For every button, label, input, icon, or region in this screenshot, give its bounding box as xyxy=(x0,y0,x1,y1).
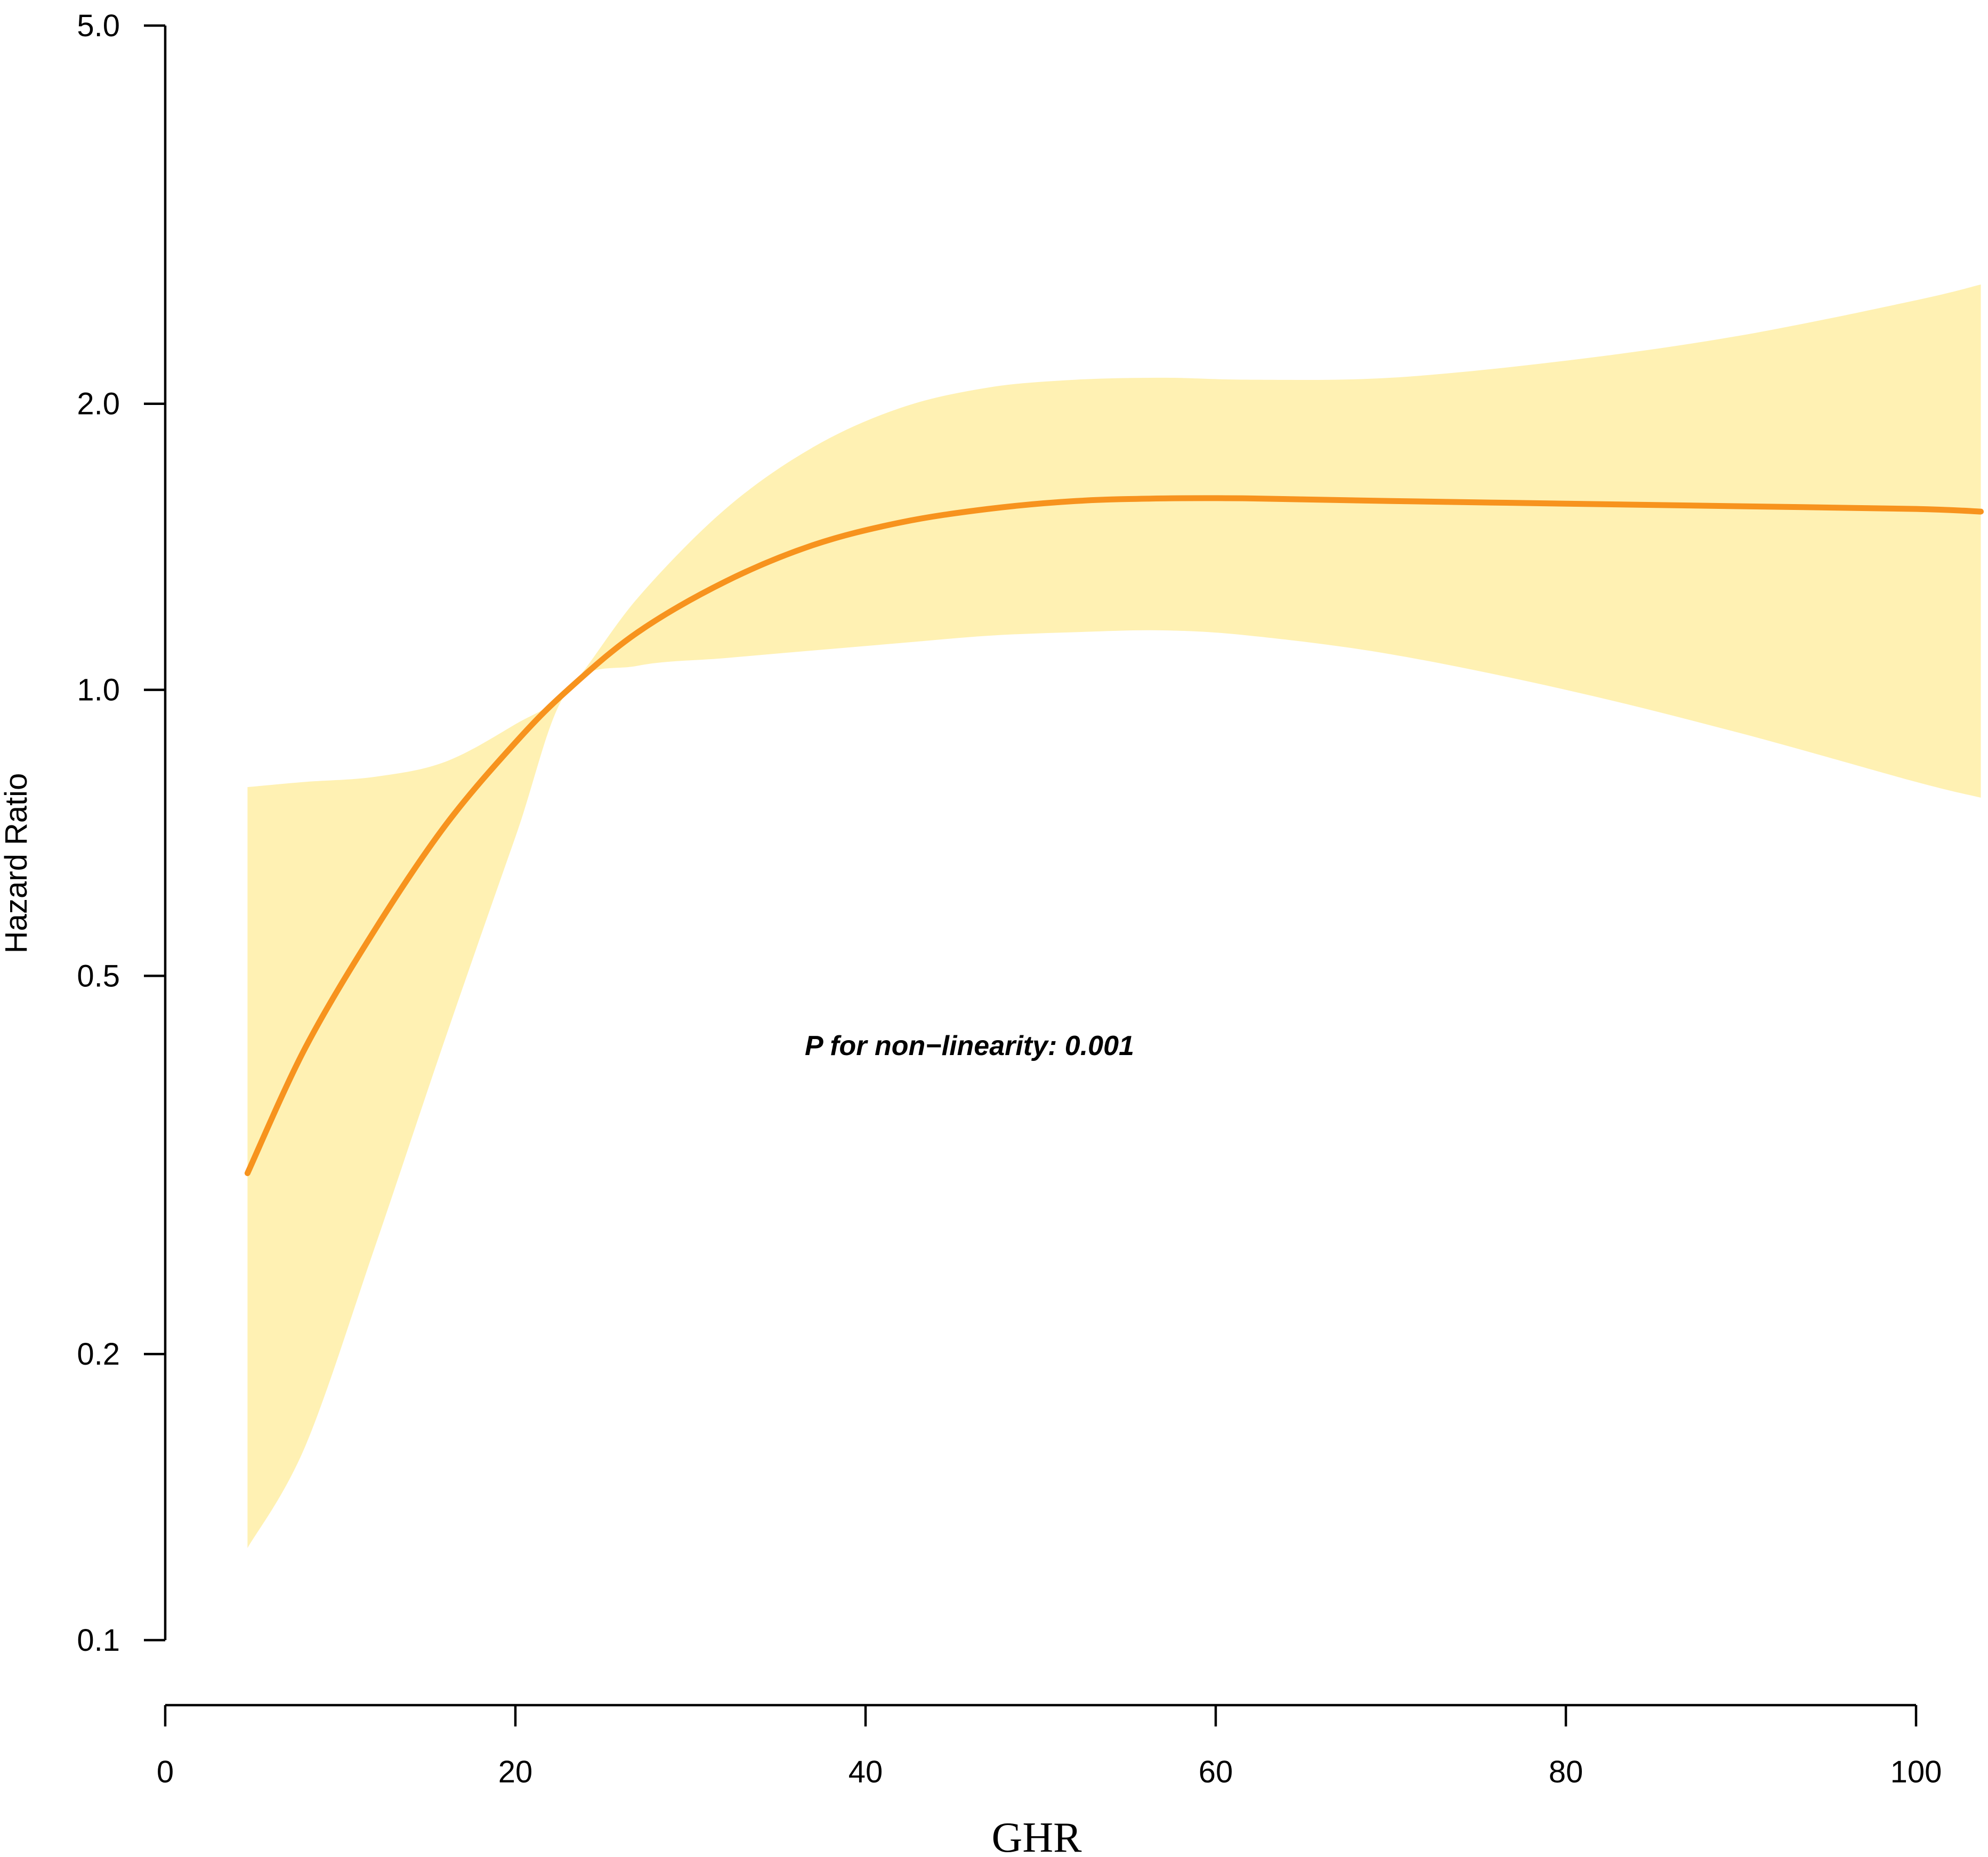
x-tick-label: 100 xyxy=(1890,1755,1942,1789)
y-tick-label: 1.0 xyxy=(77,673,120,708)
axes-layer: 0.1 0.2 0.5 1.0 2.0 5.0 0 20 40 60 80 100 xyxy=(77,9,1942,1789)
confidence-band xyxy=(247,284,1981,1548)
x-tick-label: 60 xyxy=(1199,1755,1233,1789)
y-tick-label: 0.1 xyxy=(77,1623,120,1658)
x-axis-label: GHR xyxy=(992,1814,1082,1857)
hazard-line-layer xyxy=(244,495,1984,1177)
x-tick-label: 0 xyxy=(157,1755,174,1789)
x-tick-label: 40 xyxy=(848,1755,883,1789)
y-axis-label: Hazard Ratio xyxy=(0,773,34,953)
x-tick-label: 20 xyxy=(498,1755,533,1789)
hazard-ratio-line xyxy=(244,495,1984,1177)
confidence-band-layer xyxy=(247,284,1981,1548)
y-tick-label: 0.5 xyxy=(77,959,120,993)
y-tick-label: 5.0 xyxy=(77,9,120,43)
x-tick-label: 80 xyxy=(1549,1755,1583,1789)
y-tick-label: 2.0 xyxy=(77,387,120,421)
nonlinearity-annotation: P for non−linearity: 0.001 xyxy=(805,1031,1134,1061)
y-tick-label: 0.2 xyxy=(77,1337,120,1372)
